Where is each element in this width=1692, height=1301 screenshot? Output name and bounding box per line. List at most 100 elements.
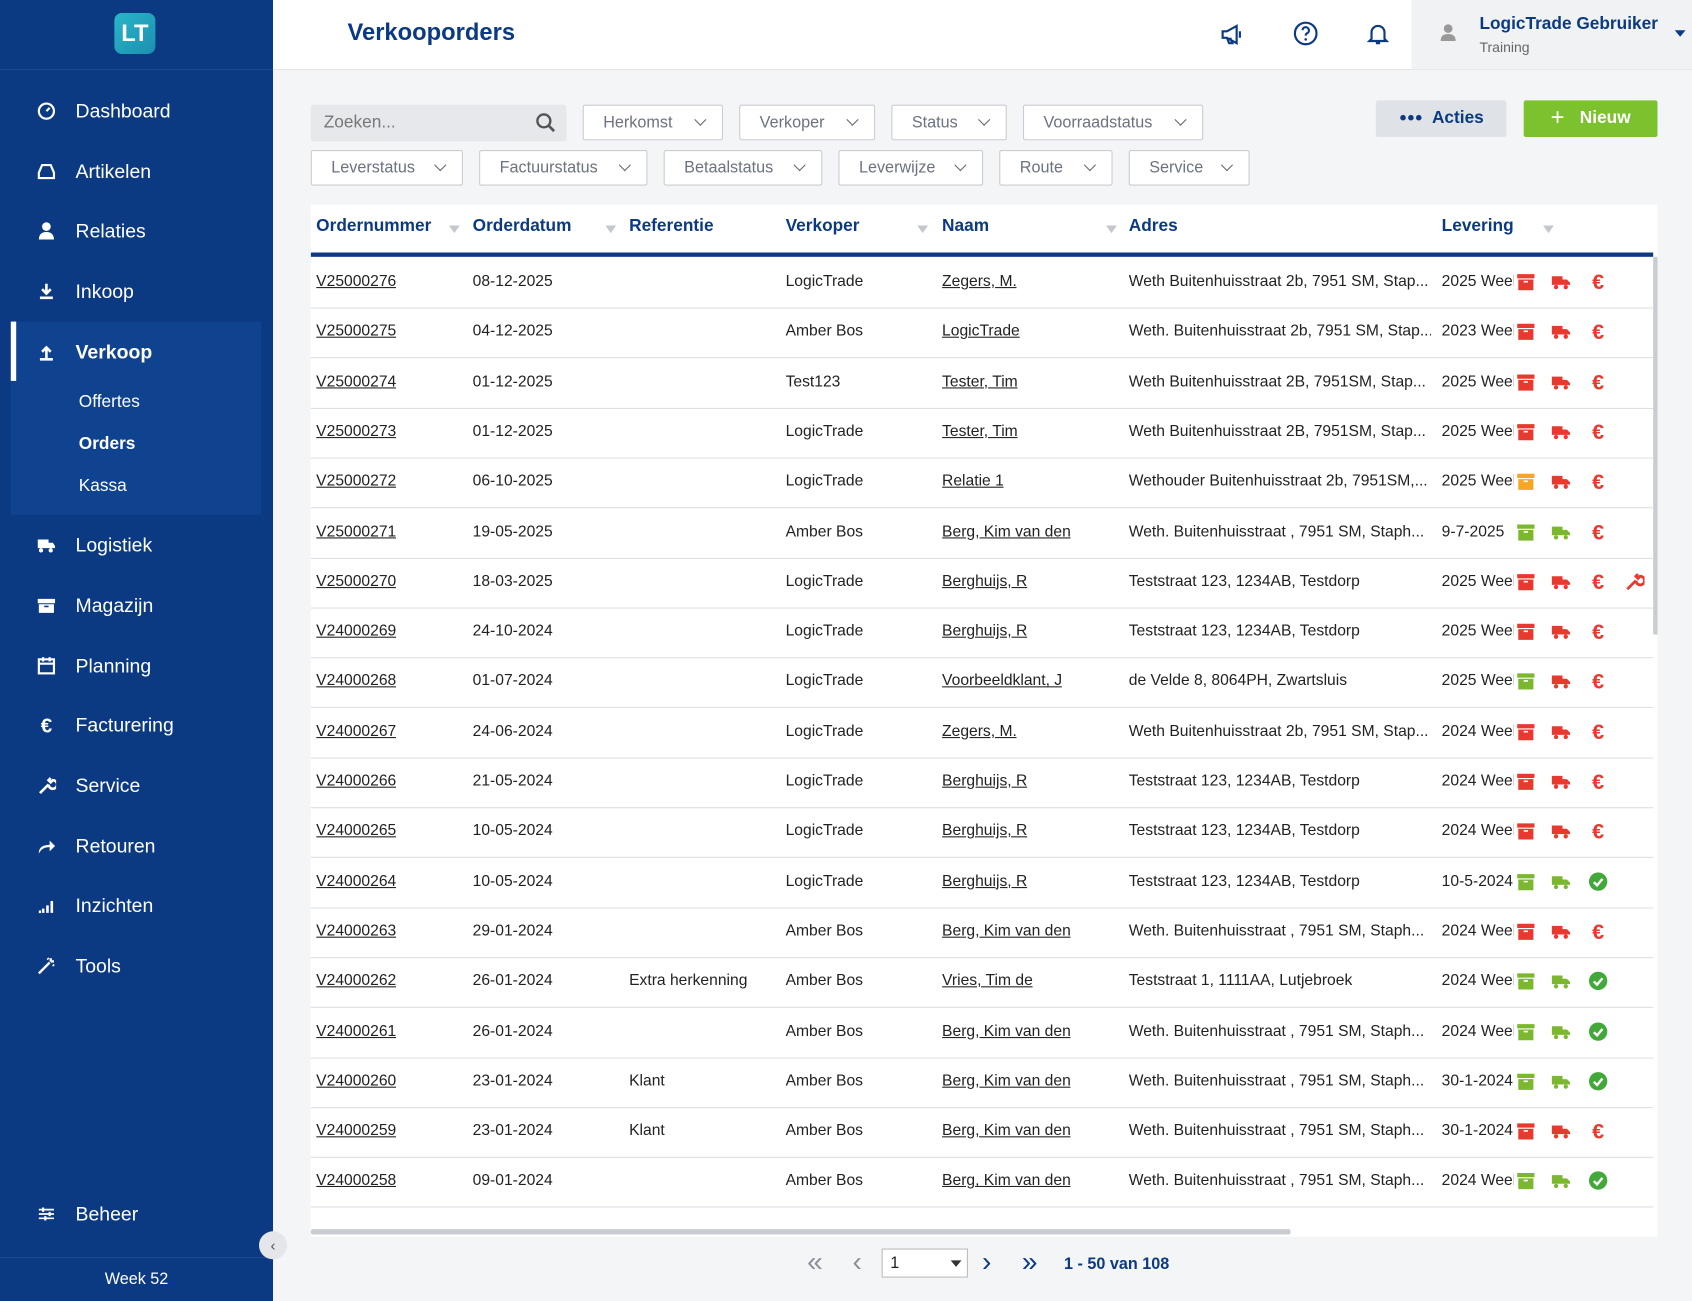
table-row[interactable]: V24000269 24-10-2024 LogicTrade Berghuijs, … bbox=[310, 608, 1654, 659]
filter-dropdown[interactable]: Leverwijze bbox=[838, 149, 984, 186]
column-header[interactable]: Naam bbox=[942, 216, 990, 236]
customer-name[interactable]: Berghuijs, R bbox=[942, 772, 1028, 790]
order-number[interactable]: V25000273 bbox=[316, 422, 397, 441]
help-icon[interactable] bbox=[1293, 21, 1319, 47]
order-number[interactable]: V24000269 bbox=[316, 622, 397, 641]
column-header[interactable]: Adres bbox=[1128, 216, 1178, 236]
filter-dropdown[interactable]: Status bbox=[891, 104, 1007, 141]
customer-name[interactable]: Tester, Tim bbox=[942, 372, 1018, 391]
horizontal-scrollbar[interactable] bbox=[310, 1229, 1291, 1235]
customer-name[interactable]: Relatie 1 bbox=[942, 472, 1004, 491]
column-header[interactable]: Verkoper bbox=[785, 216, 860, 236]
sort-arrow[interactable] bbox=[448, 225, 460, 234]
column-header[interactable]: Levering bbox=[1441, 216, 1514, 236]
filter-dropdown[interactable]: Verkoper bbox=[739, 104, 876, 141]
customer-name[interactable]: Berg, Kim van den bbox=[942, 1022, 1071, 1040]
customer-name[interactable]: Zegers, M. bbox=[942, 722, 1017, 740]
customer-name[interactable]: Berghuijs, R bbox=[942, 822, 1028, 840]
table-row[interactable]: V24000261 26-01-2024 Amber Bos Berg, Kim va… bbox=[310, 1007, 1654, 1059]
nav-item[interactable]: Tools bbox=[0, 944, 261, 987]
customer-name[interactable]: Berghuijs, R bbox=[942, 622, 1028, 641]
table-row[interactable]: V25000271 19-05-2025 Amber Bos Berg, Kim va… bbox=[310, 508, 1654, 559]
order-number[interactable]: V25000275 bbox=[316, 322, 397, 341]
order-number[interactable]: V24000263 bbox=[316, 922, 397, 940]
nav-item[interactable]: Beheer bbox=[0, 1192, 261, 1235]
order-number[interactable]: V24000262 bbox=[316, 972, 397, 990]
order-number[interactable]: V24000268 bbox=[316, 672, 397, 690]
first-page[interactable]: « bbox=[807, 1245, 823, 1278]
nav-item[interactable]: Retouren bbox=[0, 824, 261, 867]
table-row[interactable]: V24000266 21-05-2024 LogicTrade Berghuijs, … bbox=[310, 758, 1654, 809]
order-number[interactable]: V24000265 bbox=[316, 822, 397, 840]
table-row[interactable]: V25000274 01-12-2025 Test123 Tester, Tim Wet… bbox=[310, 358, 1654, 409]
filter-dropdown[interactable]: Factuurstatus bbox=[479, 149, 648, 186]
table-row[interactable]: V24000258 09-01-2024 Amber Bos Berg, Kim va… bbox=[310, 1157, 1654, 1208]
order-number[interactable]: V25000274 bbox=[316, 372, 397, 391]
next-page[interactable]: › bbox=[981, 1245, 992, 1278]
filter-dropdown[interactable]: Route bbox=[999, 149, 1113, 186]
order-number[interactable]: V25000272 bbox=[316, 472, 397, 491]
submenu-item[interactable]: Kassa bbox=[78, 476, 127, 496]
customer-name[interactable]: Berghuijs, R bbox=[942, 872, 1028, 890]
notifications-icon[interactable] bbox=[1365, 21, 1391, 47]
vertical-scrollbar[interactable] bbox=[1653, 256, 1658, 635]
submenu-item[interactable]: Offertes bbox=[78, 392, 140, 412]
table-row[interactable]: V24000262 26-01-2024 Extra herkenning Amber… bbox=[310, 957, 1654, 1009]
page-select[interactable]: 1 bbox=[881, 1248, 968, 1278]
table-row[interactable]: V24000268 01-07-2024 LogicTrade Voorbeeldkl… bbox=[310, 658, 1654, 709]
sort-arrow[interactable] bbox=[1106, 225, 1117, 234]
customer-name[interactable]: Voorbeeldklant, J bbox=[942, 672, 1063, 690]
column-header[interactable]: Ordernummer bbox=[316, 216, 432, 236]
table-row[interactable]: V25000275 04-12-2025 Amber Bos LogicTrade We… bbox=[310, 308, 1654, 359]
nav-item[interactable]: Relaties bbox=[0, 209, 261, 252]
order-number[interactable]: V24000259 bbox=[316, 1122, 397, 1140]
customer-name[interactable]: Zegers, M. bbox=[942, 273, 1017, 291]
collapse-button[interactable]: ‹ bbox=[258, 1231, 288, 1260]
filter-dropdown[interactable]: Service bbox=[1128, 149, 1250, 186]
sort-arrow[interactable] bbox=[1543, 225, 1554, 234]
table-row[interactable]: V25000276 08-12-2025 LogicTrade Zegers, M. W… bbox=[310, 258, 1654, 309]
table-row[interactable]: V24000267 24-06-2024 LogicTrade Zegers, M. W… bbox=[310, 708, 1654, 759]
customer-name[interactable]: Berg, Kim van den bbox=[942, 1072, 1071, 1090]
order-number[interactable]: V24000260 bbox=[316, 1072, 397, 1090]
search-box[interactable]: Zoeken... bbox=[310, 104, 567, 142]
sort-arrow[interactable] bbox=[917, 225, 929, 234]
nav-item[interactable]: Verkoop bbox=[0, 330, 261, 373]
table-row[interactable]: V24000265 10-05-2024 LogicTrade Berghuijs, … bbox=[310, 807, 1654, 859]
customer-name[interactable]: Berg, Kim van den bbox=[942, 922, 1071, 940]
table-row[interactable]: V25000273 01-12-2025 LogicTrade Tester, Tim… bbox=[310, 408, 1654, 459]
table-row[interactable]: V24000260 23-01-2024 Klant Amber Bos Berg, K… bbox=[310, 1057, 1654, 1109]
order-number[interactable]: V24000266 bbox=[316, 772, 397, 790]
customer-name[interactable]: Berghuijs, R bbox=[942, 572, 1028, 591]
order-number[interactable]: V24000261 bbox=[316, 1022, 397, 1040]
nav-item[interactable]: Inzichten bbox=[0, 884, 261, 927]
order-number[interactable]: V24000264 bbox=[316, 872, 397, 890]
last-page[interactable]: » bbox=[1021, 1245, 1038, 1278]
order-number[interactable]: V25000276 bbox=[316, 273, 397, 291]
announcements-icon[interactable] bbox=[1219, 22, 1245, 48]
nav-item[interactable]: Logistiek bbox=[0, 523, 261, 566]
column-header[interactable]: Referentie bbox=[629, 216, 714, 236]
order-number[interactable]: V24000258 bbox=[316, 1172, 397, 1190]
filter-dropdown[interactable]: Herkomst bbox=[582, 104, 723, 141]
customer-name[interactable]: Berg, Kim van den bbox=[942, 1122, 1071, 1140]
nav-item[interactable]: Artikelen bbox=[0, 150, 261, 193]
table-row[interactable]: V24000264 10-05-2024 LogicTrade Berghuijs, … bbox=[310, 857, 1654, 909]
table-row[interactable]: V24000263 29-01-2024 Amber Bos Berg, Kim va… bbox=[310, 907, 1654, 959]
nav-item[interactable]: Inkoop bbox=[0, 270, 261, 313]
table-row[interactable]: V24000259 23-01-2024 Klant Amber Bos Berg, K… bbox=[310, 1107, 1654, 1158]
order-number[interactable]: V25000271 bbox=[316, 522, 397, 541]
customer-name[interactable]: LogicTrade bbox=[942, 322, 1020, 341]
sort-arrow[interactable] bbox=[605, 225, 617, 234]
nav-item[interactable]: Dashboard bbox=[0, 90, 261, 133]
order-number[interactable]: V24000267 bbox=[316, 722, 397, 740]
nav-item[interactable]: Planning bbox=[0, 644, 261, 687]
nav-item[interactable]: Facturering € bbox=[0, 704, 261, 747]
nav-item[interactable]: Magazijn bbox=[0, 584, 261, 627]
prev-page[interactable]: ‹ bbox=[852, 1245, 862, 1278]
submenu-item[interactable]: Orders bbox=[78, 434, 136, 454]
nav-item[interactable]: Service bbox=[0, 764, 261, 807]
table-row[interactable]: V25000270 18-03-2025 LogicTrade Berghuijs, … bbox=[310, 558, 1654, 609]
table-row[interactable]: V25000272 06-10-2025 LogicTrade Relatie 1 We… bbox=[310, 458, 1654, 509]
logo[interactable]: LT bbox=[114, 12, 156, 54]
